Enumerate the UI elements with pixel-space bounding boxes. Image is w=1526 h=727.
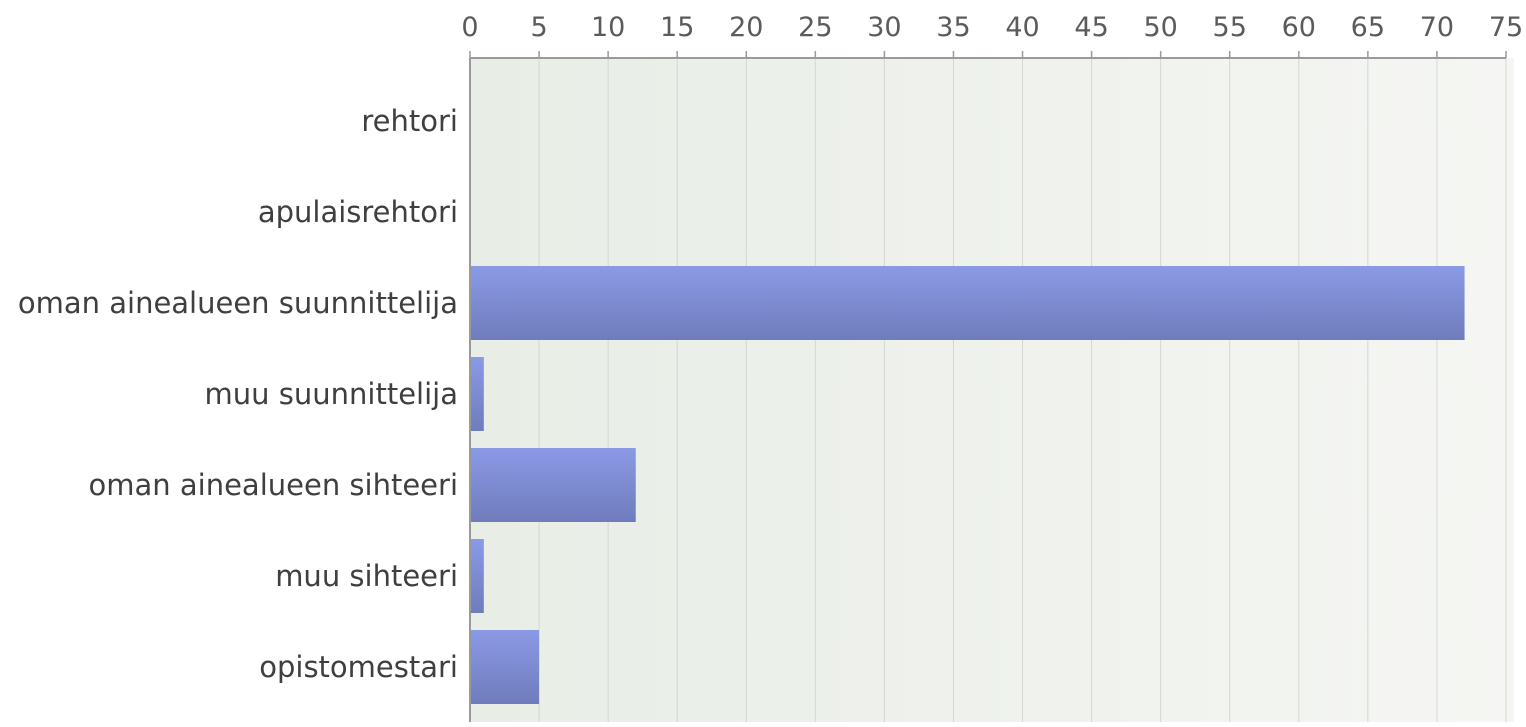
category-label: apulaisrehtori (258, 195, 458, 229)
x-tick-label: 65 (1351, 12, 1385, 43)
x-tick-label: 70 (1420, 12, 1454, 43)
plot-area (470, 58, 1514, 722)
x-tick-label: 30 (867, 12, 901, 43)
category-label: rehtori (361, 104, 458, 138)
x-tick-label: 15 (660, 12, 694, 43)
x-tick-label: 35 (936, 12, 970, 43)
bar (471, 539, 484, 613)
bar (471, 630, 540, 704)
category-label: muu sihteeri (275, 559, 458, 593)
x-tick-label: 20 (729, 12, 763, 43)
x-tick-label: 45 (1074, 12, 1108, 43)
category-label: muu suunnittelija (205, 377, 458, 411)
bar (471, 357, 484, 431)
x-tick-labels: 0 5 10 15 20 25 30 35 40 45 50 55 60 65 70 75 (461, 12, 1523, 43)
x-tick-label: 60 (1282, 12, 1316, 43)
bar (471, 448, 636, 522)
x-tick-label: 10 (591, 12, 625, 43)
axes (469, 51, 1507, 722)
x-tick-label: 55 (1213, 12, 1247, 43)
bar (471, 266, 1465, 340)
bars (471, 266, 1465, 704)
x-tick-label: 50 (1143, 12, 1177, 43)
x-tick-label: 0 (461, 12, 478, 43)
x-tick-label: 75 (1489, 12, 1523, 43)
category-label: oman ainealueen suunnittelija (18, 286, 458, 320)
x-tick-label: 5 (530, 12, 547, 43)
grid-lines (538, 58, 1507, 722)
category-labels: rehtori apulaisrehtori oman ainealueen suu… (18, 104, 458, 684)
category-label: oman ainealueen sihteeri (89, 468, 458, 502)
x-tick-label: 25 (798, 12, 832, 43)
x-tick-label: 40 (1005, 12, 1039, 43)
category-label: opistomestari (259, 650, 458, 684)
